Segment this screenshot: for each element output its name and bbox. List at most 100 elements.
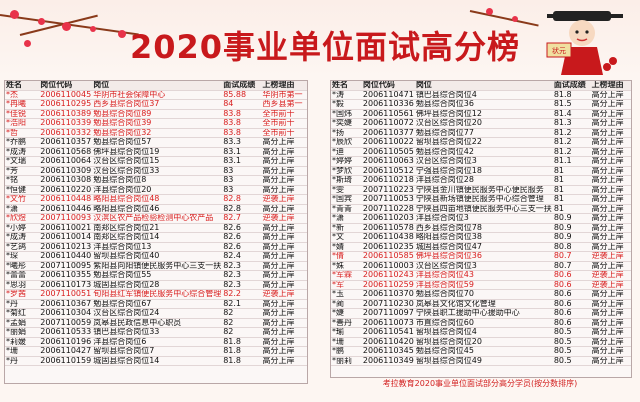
table-row: *瑜 2006110541 留坝县综合岗位4 80.5 高分上岸 bbox=[331, 327, 631, 338]
table-row: *新 2006110578 西乡县综合岗位78 80.9 高分上岸 bbox=[331, 223, 631, 233]
table-row: *蕾蕾 2006110355 勉县综合岗位55 82.3 高分上岸 bbox=[5, 270, 307, 281]
cell-position: 西乡县综合岗位37 bbox=[92, 99, 223, 110]
table-row: *杰 2006110045 华阴市社会保障中心 85.88 华阴市第一 bbox=[5, 90, 307, 100]
cell-position: 宁陕县职工援助中心援助中心 bbox=[414, 308, 553, 319]
cell-code: 2006110064 bbox=[39, 156, 93, 167]
cell-name: *善丹 bbox=[331, 318, 362, 328]
cell-code: 2006110173 bbox=[39, 280, 93, 290]
blossom-decoration bbox=[24, 40, 31, 47]
cell-reason: 高分上岸 bbox=[590, 289, 631, 300]
cell-name: *毅 bbox=[331, 99, 362, 110]
cell-position: 佛坪县综合岗位19 bbox=[92, 147, 223, 157]
cell-code: 2006110367 bbox=[39, 299, 93, 309]
table-row: *珊 2006110427 留坝县综合岗位7 81.8 高分上岸 bbox=[5, 346, 307, 357]
cell-name: *雯 bbox=[331, 185, 362, 195]
table-row: *梦欣 2006110512 宁强县综合岗位18 81 高分上岸 bbox=[331, 166, 631, 176]
cell-score: 82.4 bbox=[222, 251, 262, 262]
cell-name: *哲 bbox=[5, 128, 40, 138]
cell-name: *成涛 bbox=[5, 232, 40, 243]
table-row: *国炜 2006110561 佛坪县综合岗位12 81.4 高分上岸 bbox=[331, 109, 631, 119]
table-row: *军 2006110259 洋县综合岗位59 80.6 逆袭上岸 bbox=[331, 280, 631, 290]
cell-code: 2006110243 bbox=[361, 270, 415, 281]
table-row: *小婷 2006110021 南郑区综合岗位21 82.6 高分上岸 bbox=[5, 223, 307, 233]
cell-code: 2006110021 bbox=[39, 223, 93, 233]
cell-name: *铭 bbox=[5, 175, 40, 186]
table-row: *涛 2006110471 镇巴县综合岗位4 81.8 高分上岸 bbox=[331, 90, 631, 100]
table-row: *潇 2006110203 洋县综合岗位3 80.9 高分上岸 bbox=[331, 213, 631, 224]
cell-reason: 高分上岸 bbox=[590, 232, 631, 243]
cell-score: 80.5 bbox=[552, 356, 591, 366]
cell-score: 81.2 bbox=[552, 147, 591, 157]
cell-name: *丽娟 bbox=[5, 327, 40, 338]
cell-name: *丹 bbox=[5, 299, 40, 309]
cell-position: 勉县综合岗位8 bbox=[92, 175, 223, 186]
cell-code: 2006110022 bbox=[361, 137, 415, 148]
cell-score: 80.6 bbox=[552, 318, 591, 328]
table-row: *孟娟 2007110059 岚皋县民政信息中心职员 82 高分上岸 bbox=[5, 318, 307, 328]
cell-name: *婷婷 bbox=[331, 156, 362, 167]
cell-code: 2007110053 bbox=[361, 194, 415, 205]
table-row: *艺鸽 2006110213 洋县综合岗位13 82.6 高分上岸 bbox=[5, 242, 307, 252]
cell-score: 83.1 bbox=[222, 147, 262, 157]
cell-reason: 高分上岸 bbox=[261, 232, 307, 243]
cell-code: 2006110541 bbox=[361, 327, 415, 338]
cell-position: 勉县综合岗位77 bbox=[414, 128, 553, 138]
cell-name: *乔鹏 bbox=[5, 137, 40, 148]
table-row: *欣煜 2007110093 汉滨区农产品检验检测中心农产品 82.7 逆袭上岸 bbox=[5, 213, 307, 224]
cell-code: 2006110339 bbox=[39, 118, 93, 129]
cell-reason: 高分上岸 bbox=[590, 156, 631, 167]
table-row: *军霖 2006110243 洋县综合岗位43 80.6 逆袭上岸 bbox=[331, 270, 631, 281]
cell-name: *丹 bbox=[5, 356, 40, 366]
table-row: *潇 2006110446 略阳县综合岗位46 82.8 高分上岸 bbox=[5, 204, 307, 214]
cell-reason: 高分上岸 bbox=[590, 99, 631, 110]
cell-position: 勉县综合岗位67 bbox=[92, 299, 223, 309]
cell-reason: 高分上岸 bbox=[261, 327, 307, 338]
header-score: 面试成绩 bbox=[552, 81, 591, 91]
cell-code: 2006110159 bbox=[39, 356, 93, 366]
table-row: *毅 2006110336 勉县综合岗位36 81.5 高分上岸 bbox=[331, 99, 631, 110]
footer-note: 考拉教育2020事业单位面试部分高分学员(按分数排序) bbox=[382, 379, 578, 388]
cell-name: *曦彤 bbox=[5, 261, 40, 271]
cell-code: 2006110332 bbox=[39, 128, 93, 138]
cell-reason: 高分上岸 bbox=[590, 147, 631, 157]
cell-reason: 高分上岸 bbox=[590, 308, 631, 319]
cell-name: *蔺 bbox=[331, 299, 362, 309]
cell-score: 81.3 bbox=[552, 118, 591, 129]
cell-score: 81.8 bbox=[222, 356, 262, 366]
cell-code: 2006110213 bbox=[39, 242, 93, 252]
blossom-decoration bbox=[38, 18, 45, 25]
cell-code: 2006110045 bbox=[39, 90, 93, 100]
cell-position: 南郑区综合岗位21 bbox=[92, 223, 223, 233]
cell-position: 洋县综合岗位13 bbox=[92, 242, 223, 252]
cell-reason: 高分上岸 bbox=[261, 242, 307, 252]
table-row: *善丹 2006110073 市直综合岗位60 80.6 高分上岸 bbox=[331, 318, 631, 328]
cell-score: 81.4 bbox=[552, 109, 591, 119]
table-row: *婧 2006110235 城固县综合岗位47 80.8 高分上岸 bbox=[331, 242, 631, 252]
cell-position: 镇巴县综合岗位4 bbox=[414, 90, 553, 100]
table-row: *雯 2007110223 宁陕县金川镇便民服务中心便民服务 81 高分上岸 bbox=[331, 185, 631, 195]
cell-reason: 逆袭上岸 bbox=[261, 289, 307, 300]
cell-score: 81 bbox=[552, 204, 591, 214]
cell-reason: 高分上岸 bbox=[590, 185, 631, 195]
cell-score: 81 bbox=[552, 194, 591, 205]
cell-code: 2006110355 bbox=[39, 270, 93, 281]
cell-position: 岚皋县民政信息中心职员 bbox=[92, 318, 223, 328]
cell-position: 略阳县综合岗位46 bbox=[92, 204, 223, 214]
header-position: 岗位 bbox=[414, 81, 553, 91]
cell-reason: 高分上岸 bbox=[261, 270, 307, 281]
cell-reason: 高分上岸 bbox=[590, 242, 631, 252]
blossom-decoration bbox=[10, 10, 19, 19]
cell-position: 佛坪县综合岗位12 bbox=[414, 109, 553, 119]
cell-code: 2006110578 bbox=[361, 223, 415, 233]
cell-score: 80.6 bbox=[552, 299, 591, 309]
cell-score: 83 bbox=[222, 166, 262, 176]
banner bbox=[0, 0, 640, 78]
cell-reason: 高分上岸 bbox=[590, 90, 631, 100]
cell-reason: 高分上岸 bbox=[261, 261, 307, 271]
cell-position: 洋县综合岗位59 bbox=[414, 280, 553, 290]
table-row: *琛 2006110440 留坝县综合岗位40 82.4 高分上岸 bbox=[5, 251, 307, 262]
cell-reason: 高分上岸 bbox=[590, 299, 631, 309]
ranking-panel-left: 姓名 岗位代码 岗位 面试成绩 上榜理由 *杰 2006110045 华阴市社会保障… bbox=[4, 80, 308, 384]
table-row: *丹 2006110159 城固县综合岗位14 81.8 高分上岸 bbox=[5, 356, 307, 366]
ranking-panel-right: 姓名 岗位代码 岗位 面试成绩 上榜理由 *涛 2006110471 镇巴县综合岗位… bbox=[330, 80, 632, 378]
